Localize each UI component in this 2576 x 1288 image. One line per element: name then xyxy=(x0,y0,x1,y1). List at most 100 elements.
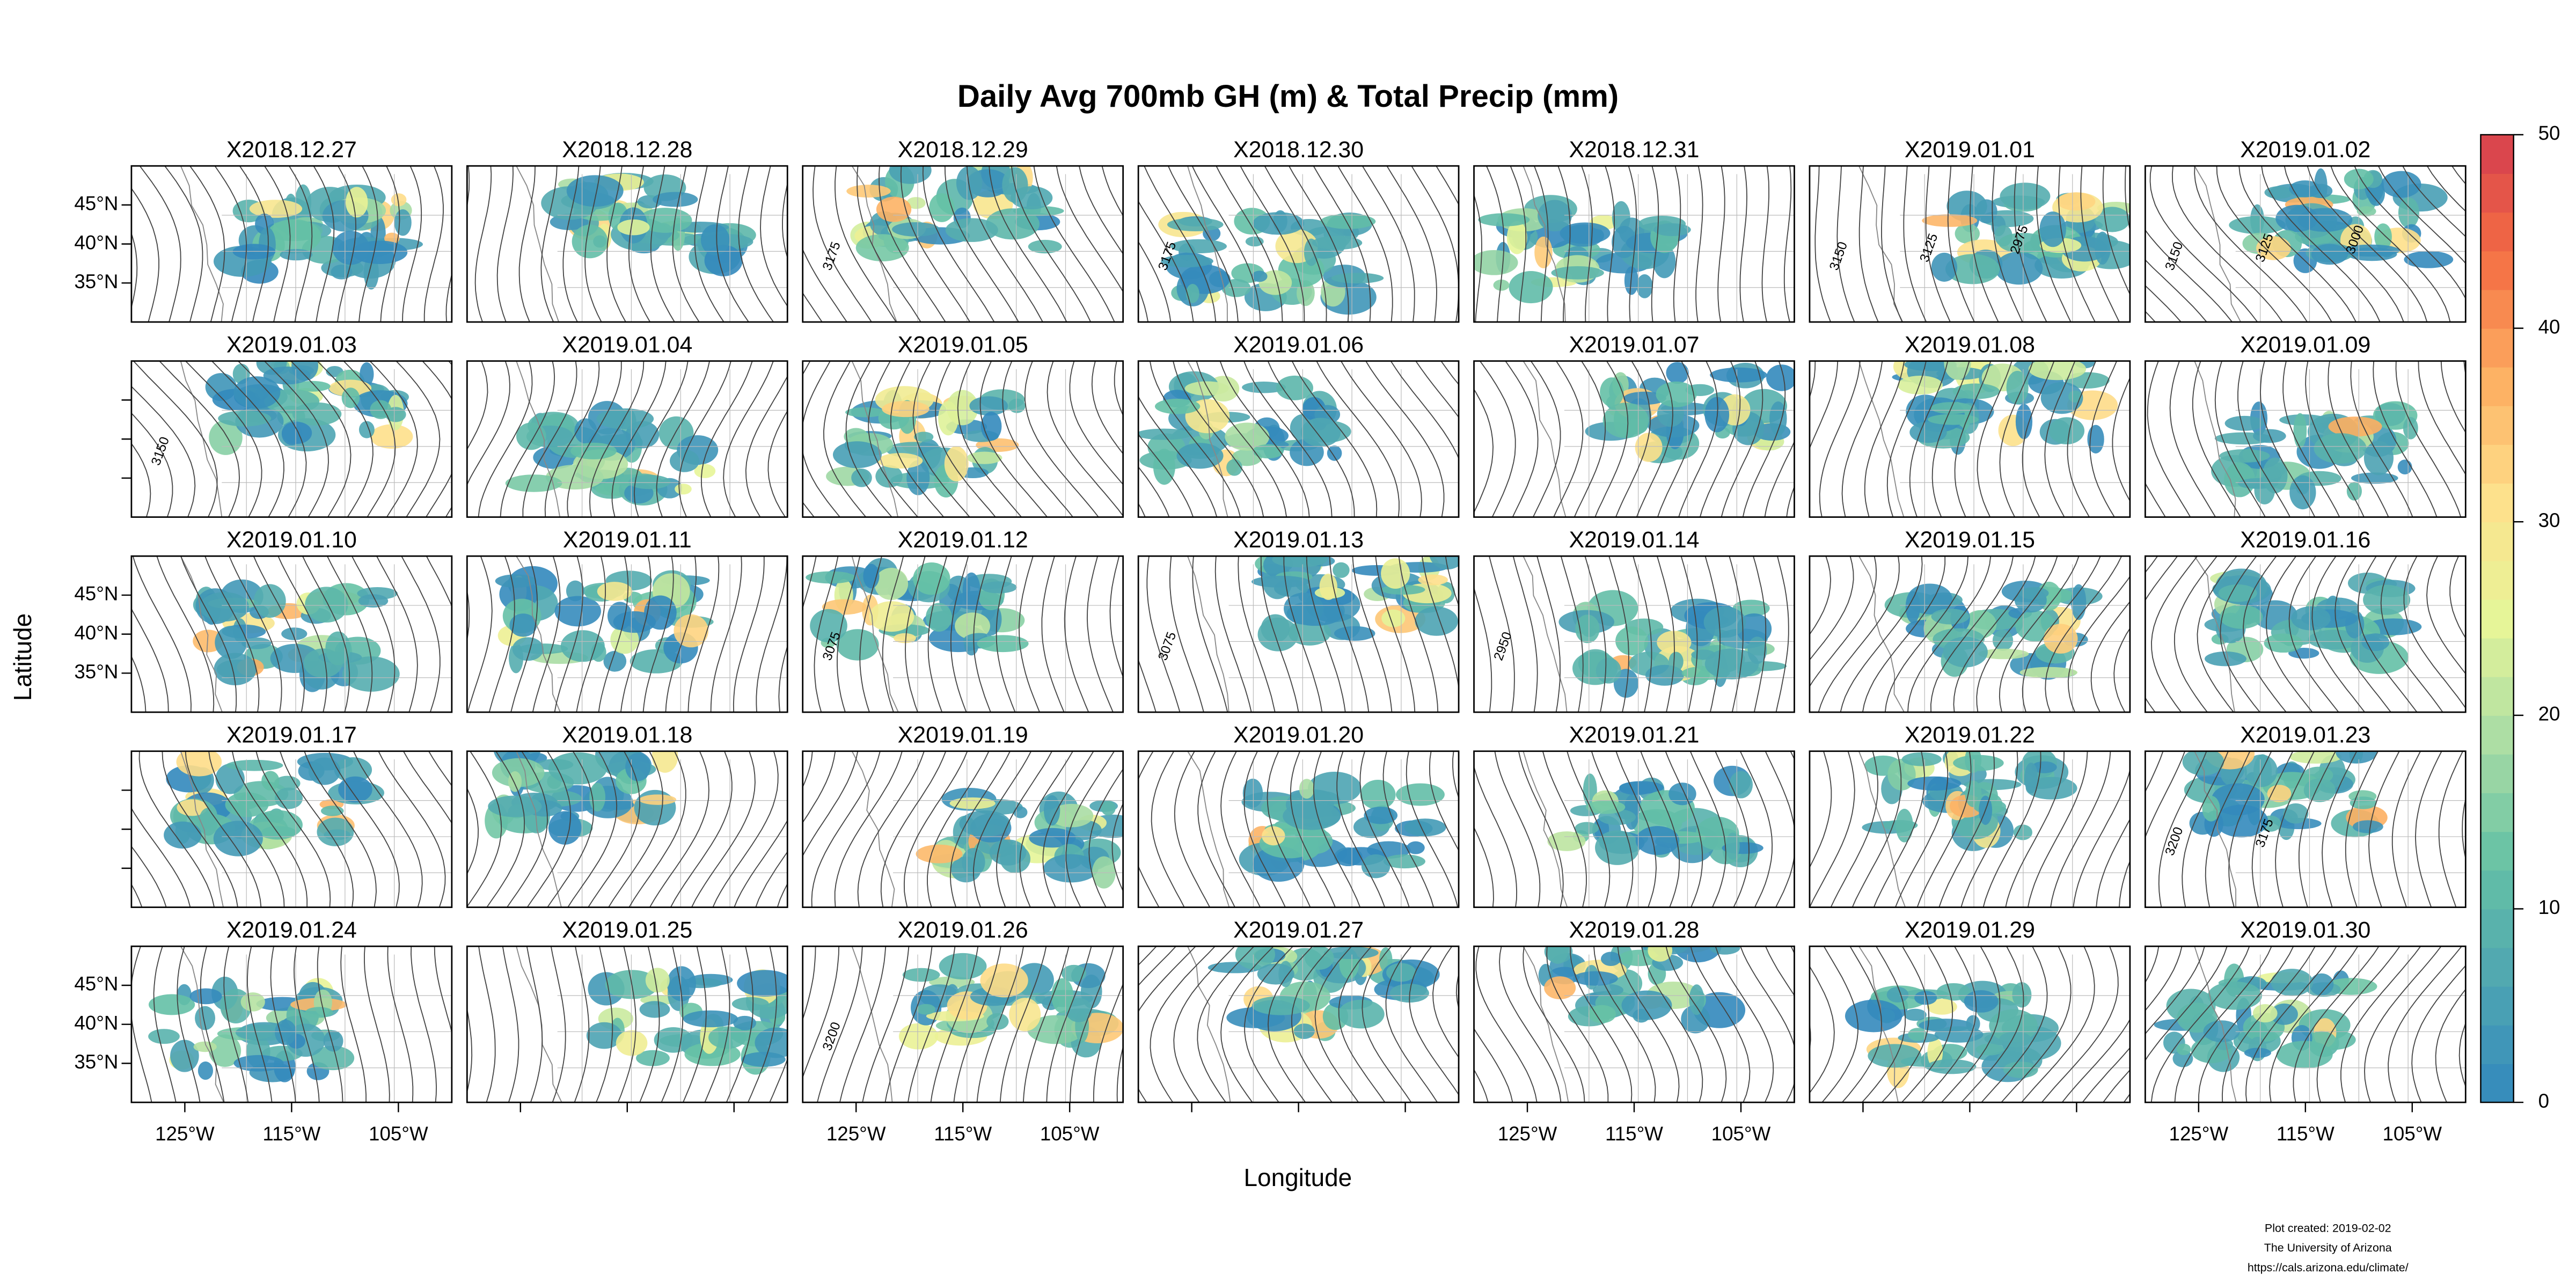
contour-line xyxy=(767,410,788,517)
map-panel xyxy=(467,751,788,908)
precip-patch xyxy=(1927,414,1979,425)
contour-line xyxy=(1840,556,1923,713)
precip-patch xyxy=(929,193,955,222)
precip-patch xyxy=(370,400,392,419)
panel-title: X2019.01.24 xyxy=(226,917,357,943)
contour-line xyxy=(2388,946,2462,1103)
contour-line xyxy=(1283,556,1323,713)
precip-patch xyxy=(574,418,597,444)
precip-patch xyxy=(1945,254,2000,284)
contour-line xyxy=(845,361,892,517)
contour-line xyxy=(760,166,788,308)
contour-line xyxy=(1764,440,1795,517)
precip-patch xyxy=(2352,820,2383,833)
precip-patch xyxy=(2293,413,2307,449)
colorbar-band xyxy=(2480,1063,2514,1103)
precip-patch xyxy=(1407,841,1425,854)
contour-line xyxy=(1836,166,1855,322)
precip-patch xyxy=(1547,946,1569,964)
contour-line xyxy=(2171,166,2283,322)
contour-line xyxy=(672,166,700,322)
contour-line xyxy=(422,361,452,517)
precip-patch xyxy=(2267,785,2292,802)
contour-line xyxy=(857,751,925,908)
contour-line xyxy=(606,166,626,322)
contour-line xyxy=(231,751,308,908)
map-panel xyxy=(1474,166,1795,322)
precip-patch xyxy=(1619,781,1655,795)
contour-line xyxy=(1617,946,1680,1103)
contour-line xyxy=(486,751,525,908)
precip-patch xyxy=(2363,441,2394,475)
x-tick-label: 125°W xyxy=(1498,1123,1557,1145)
contour-line xyxy=(1375,556,1416,713)
precip-patch xyxy=(1621,990,1672,1020)
contour-line xyxy=(802,751,813,788)
map-panel: 2950 xyxy=(1474,556,1795,713)
contour-line xyxy=(650,166,675,322)
contour-line xyxy=(1739,166,1747,322)
panel-border xyxy=(1473,165,1795,323)
precip-patch xyxy=(1184,381,1229,396)
contour-line xyxy=(2090,601,2130,713)
map-panel xyxy=(802,361,1123,517)
precip-patch xyxy=(1009,998,1041,1031)
contour-line xyxy=(247,946,273,1103)
precip-patch xyxy=(967,451,1002,464)
precip-patch xyxy=(1293,1023,1315,1040)
precip-patch xyxy=(2262,457,2288,494)
panel-title: X2019.01.26 xyxy=(898,917,1028,943)
coastline xyxy=(180,361,223,517)
contour-line xyxy=(540,166,558,322)
precip-patch xyxy=(733,1015,757,1030)
contour-line xyxy=(1267,361,1355,517)
contour-line xyxy=(1786,485,1795,517)
map-panel xyxy=(2145,361,2466,517)
contour-line xyxy=(837,556,861,713)
contour-line xyxy=(1088,768,1123,908)
precip-patch xyxy=(2283,803,2309,824)
contour-line xyxy=(488,556,515,713)
contour-line xyxy=(835,166,897,322)
contour-line xyxy=(474,166,492,322)
precip-patch xyxy=(2031,761,2057,773)
contour-line xyxy=(1086,556,1114,713)
precip-patch xyxy=(832,441,882,469)
contour-line xyxy=(2316,946,2401,1103)
contour-line xyxy=(710,556,742,713)
contour-line xyxy=(1909,361,1949,517)
precip-patch xyxy=(597,582,633,601)
precip-patch xyxy=(1648,946,1673,962)
panel-border xyxy=(1137,360,1460,518)
precip-patch xyxy=(1674,946,1722,963)
y-tick-label: 45°N xyxy=(74,583,118,605)
contour-line xyxy=(131,655,147,713)
contour-line xyxy=(2102,166,2130,296)
precip-patch xyxy=(1506,221,1527,254)
precip-patch xyxy=(266,219,321,254)
contour-line xyxy=(2058,166,2096,322)
contour-line xyxy=(649,751,709,908)
precip-patch xyxy=(977,635,1029,653)
contour-line xyxy=(813,166,872,322)
contour-line xyxy=(1489,556,1515,713)
contour-line xyxy=(1114,361,1123,416)
contour-line xyxy=(1608,556,1629,713)
panel-title: X2018.12.29 xyxy=(898,137,1028,163)
contour-line xyxy=(1313,751,1361,908)
contour-line xyxy=(2380,556,2443,713)
contour-line xyxy=(185,751,262,908)
contour-line xyxy=(1138,434,1194,517)
contour-line xyxy=(1138,395,1218,517)
contour-line xyxy=(550,946,566,1103)
precip-patch xyxy=(1653,245,1676,279)
contour-line xyxy=(532,556,561,713)
contour-line xyxy=(1362,946,1412,1103)
contour-line xyxy=(1999,556,2080,713)
precip-patch xyxy=(1908,1028,1927,1041)
precip-patch xyxy=(1170,239,1227,254)
contour-line xyxy=(2328,361,2389,517)
precip-patch xyxy=(892,222,940,237)
precip-patch xyxy=(2351,472,2398,484)
precip-patch xyxy=(741,1052,786,1067)
